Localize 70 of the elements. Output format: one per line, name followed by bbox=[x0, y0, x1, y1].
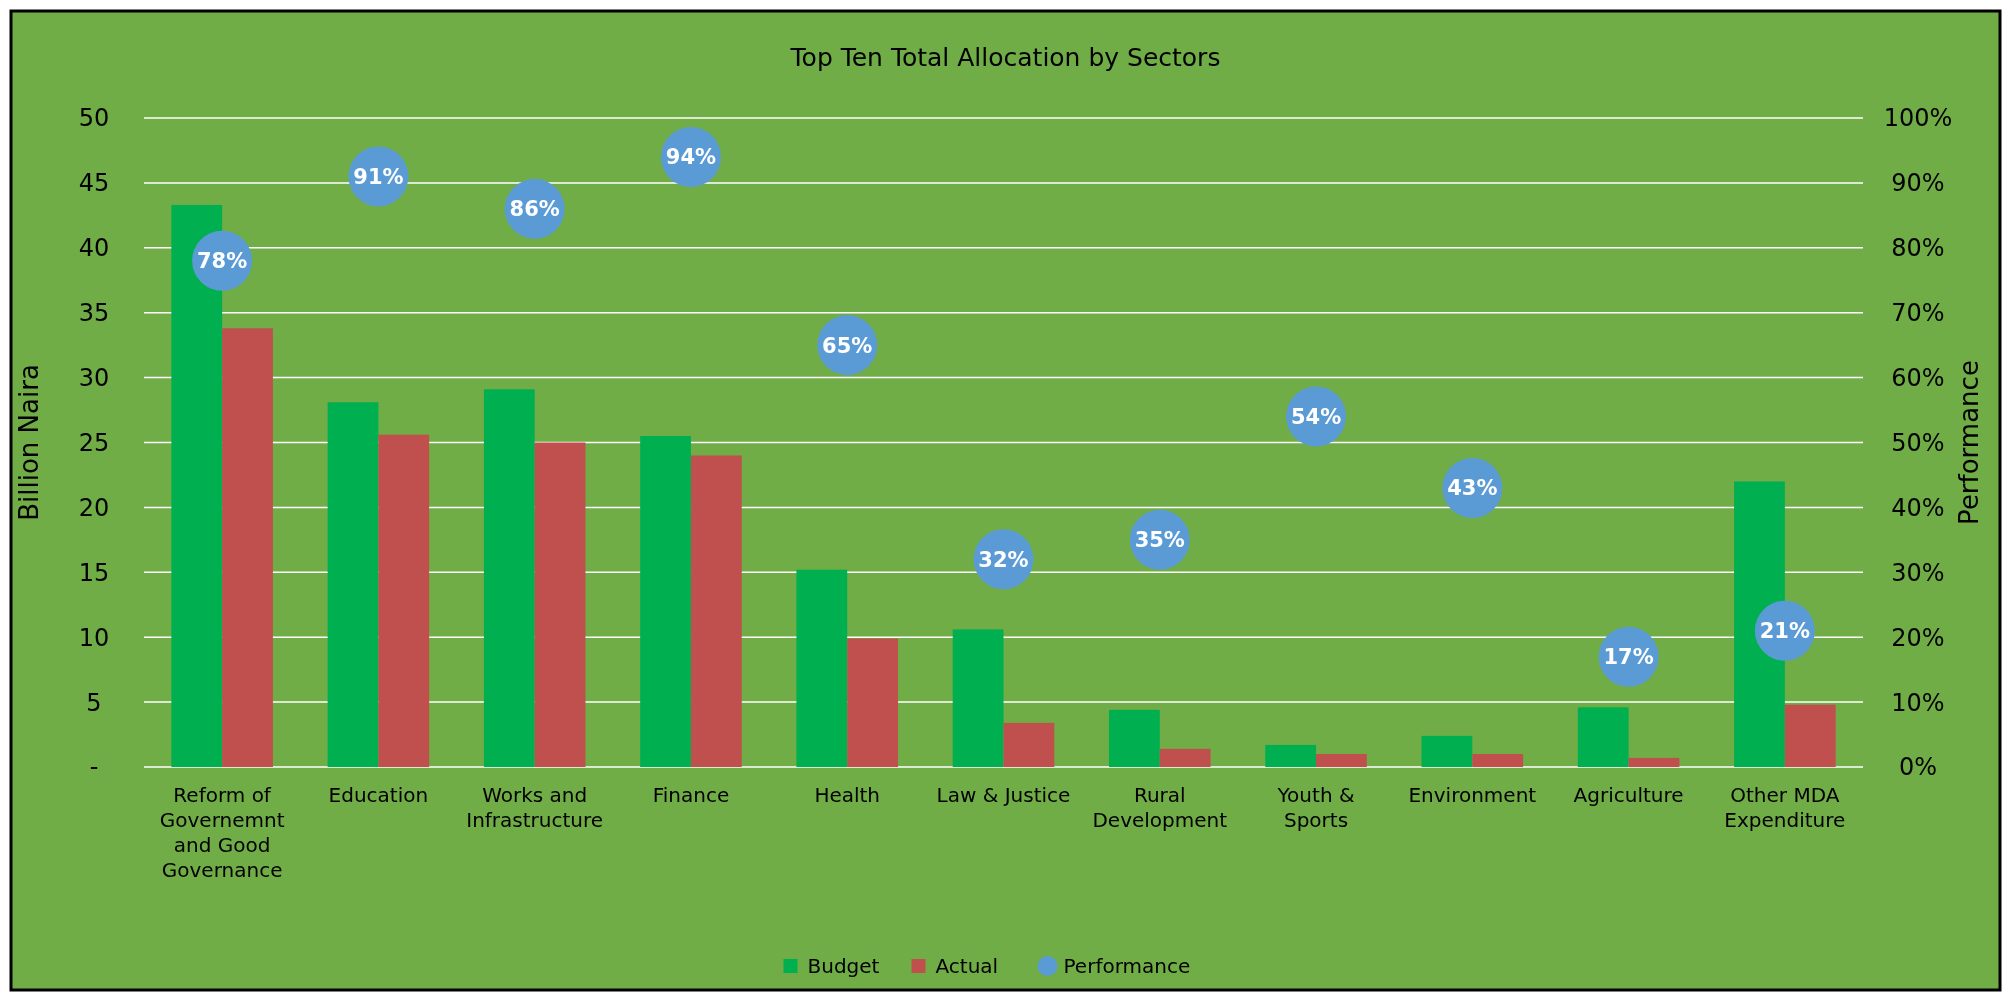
x-tick-label: Reform of Governemnt and Good Governance bbox=[159, 783, 285, 882]
y-tick-label: 15 bbox=[78, 558, 110, 587]
y-tick-label: 50 bbox=[78, 104, 110, 133]
bar bbox=[952, 629, 1004, 767]
y-tick-label: 20 bbox=[78, 493, 110, 522]
y-tick-label: 45 bbox=[78, 169, 110, 198]
bar bbox=[378, 434, 430, 767]
y-tick-label: 40 bbox=[78, 234, 110, 263]
y-axis-title: Billion Naira bbox=[14, 364, 44, 521]
bar bbox=[1316, 754, 1367, 767]
x-tick-label: Law & Justice bbox=[936, 783, 1071, 807]
bar bbox=[1628, 757, 1680, 767]
data-label: 91% bbox=[353, 164, 404, 189]
y2-tick-label: 100% bbox=[1883, 104, 1953, 133]
x-tick-label: Finance bbox=[652, 783, 730, 807]
data-label: 17% bbox=[1603, 645, 1654, 670]
x-tick-label: Other MDA Expenditure bbox=[1724, 783, 1846, 832]
y2-axis-title: Performance bbox=[1954, 360, 1984, 525]
x-tick-label: Education bbox=[328, 783, 429, 807]
x-tick-label: Works and Infrastructure bbox=[466, 783, 604, 832]
legend-label: Performance bbox=[1063, 954, 1191, 978]
y2-tick-label: 10% bbox=[1891, 688, 1945, 717]
bar bbox=[1159, 748, 1211, 767]
data-label: 32% bbox=[978, 547, 1029, 572]
x-tick-label: Health bbox=[814, 783, 881, 807]
y2-tick-label: 20% bbox=[1891, 623, 1945, 652]
data-label: 21% bbox=[1759, 619, 1810, 644]
y2-tick-label: 50% bbox=[1891, 428, 1945, 457]
bar bbox=[1784, 704, 1836, 767]
bar bbox=[1003, 722, 1055, 767]
y2-tick-label: 30% bbox=[1891, 558, 1945, 587]
data-label: 94% bbox=[665, 145, 717, 170]
bar bbox=[1577, 707, 1629, 767]
bar bbox=[327, 402, 379, 767]
bar bbox=[483, 389, 535, 767]
x-tick-label: Agriculture bbox=[1573, 783, 1684, 807]
data-label: 86% bbox=[509, 197, 560, 222]
x-tick-label: Rural Development bbox=[1092, 783, 1228, 832]
data-label: 54% bbox=[1290, 404, 1342, 429]
y2-tick-label: 80% bbox=[1891, 234, 1945, 263]
bar bbox=[796, 569, 848, 767]
legend-label: Actual bbox=[935, 954, 999, 978]
bar bbox=[534, 442, 586, 767]
bar bbox=[222, 328, 273, 767]
y2-tick-label: 70% bbox=[1891, 299, 1945, 328]
y2-tick-label: 0% bbox=[1898, 753, 1938, 782]
bar bbox=[640, 436, 691, 767]
y-tick-label: 35 bbox=[78, 299, 110, 328]
y-tick-label: 5 bbox=[86, 688, 102, 717]
bar bbox=[847, 638, 899, 767]
y-tick-label: 25 bbox=[78, 428, 110, 457]
bar bbox=[1265, 744, 1317, 767]
y2-tick-label: 40% bbox=[1891, 493, 1945, 522]
chart-title: Top Ten Total Allocation by Sectors bbox=[789, 43, 1221, 72]
y-tick-label: - bbox=[89, 753, 99, 782]
y2-tick-label: 90% bbox=[1891, 169, 1945, 198]
bar bbox=[1108, 709, 1160, 767]
x-tick-label: Youth & Sports bbox=[1276, 783, 1355, 832]
data-label: 78% bbox=[197, 249, 248, 274]
x-tick-label: Environment bbox=[1408, 783, 1537, 807]
data-label: 43% bbox=[1447, 476, 1498, 501]
data-label: 65% bbox=[822, 333, 873, 358]
bar bbox=[1421, 735, 1473, 767]
legend-label: Budget bbox=[807, 954, 880, 978]
y2-tick-label: 60% bbox=[1891, 364, 1945, 392]
bar bbox=[1472, 754, 1524, 767]
y-tick-label: 30 bbox=[78, 364, 110, 392]
y-tick-label: 10 bbox=[78, 623, 110, 652]
data-label: 35% bbox=[1134, 528, 1185, 553]
bar bbox=[690, 455, 742, 767]
